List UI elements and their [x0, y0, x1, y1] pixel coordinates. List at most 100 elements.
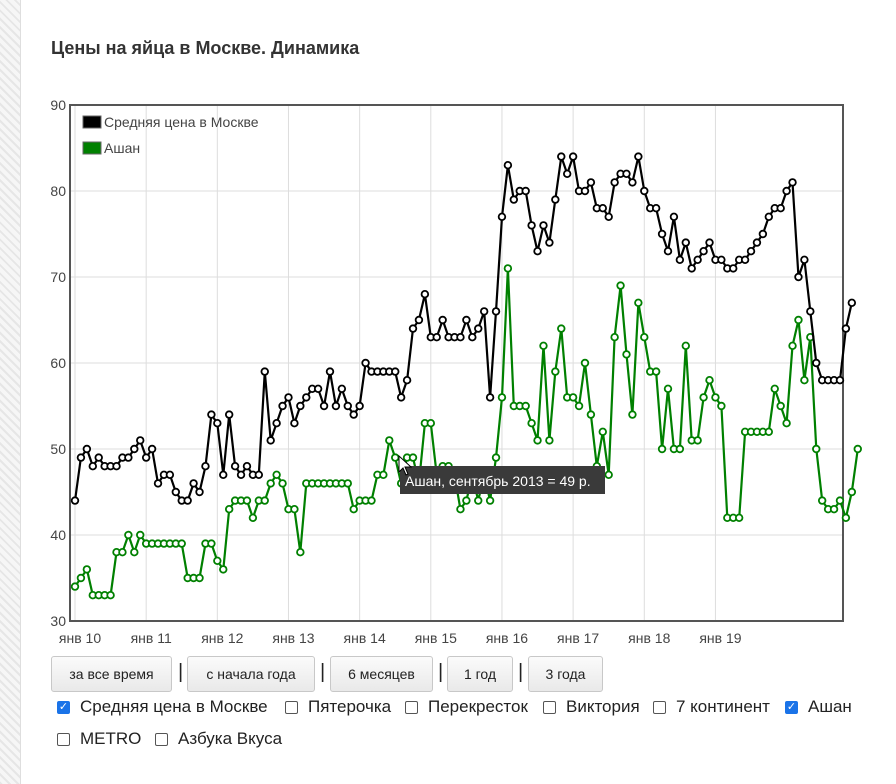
store-toggle-azbuka-vkusa[interactable]: Азбука Вкуса: [155, 729, 282, 749]
data-point: [278, 479, 287, 488]
data-point: [385, 436, 394, 445]
data-point: [681, 341, 690, 350]
data-point: [355, 401, 364, 411]
data-point: [806, 307, 815, 316]
range-button-3-years[interactable]: 3 года: [528, 656, 603, 692]
data-point: [165, 470, 175, 479]
data-point: [497, 212, 507, 221]
data-point: [562, 169, 572, 178]
data-point: [408, 453, 418, 462]
data-point: [224, 505, 234, 514]
range-button-year-to-date[interactable]: с начала года: [187, 656, 315, 692]
data-point: [675, 255, 685, 264]
x-tick-label: янв 17: [557, 630, 599, 646]
store-checkbox[interactable]: [57, 732, 70, 746]
data-point: [491, 307, 501, 316]
range-button-all-time[interactable]: за все время: [51, 656, 172, 692]
data-point: [580, 186, 590, 196]
store-label: Средняя цена в Москве: [80, 697, 268, 716]
data-point: [130, 444, 139, 454]
data-point: [776, 203, 785, 213]
data-point: [568, 152, 578, 161]
data-point: [622, 350, 631, 359]
store-checkbox[interactable]: ✓: [57, 700, 70, 714]
data-point: [841, 513, 851, 522]
data-point: [491, 453, 501, 462]
data-point: [296, 401, 305, 411]
store-toggle-auchan[interactable]: ✓ Ашан: [785, 697, 852, 717]
store-checkbox[interactable]: [405, 700, 418, 714]
store-checkbox[interactable]: [543, 700, 556, 714]
data-point: [468, 333, 477, 342]
data-point: [794, 272, 803, 282]
data-point: [746, 246, 756, 256]
store-checkbox[interactable]: [155, 732, 168, 746]
store-checkbox[interactable]: [653, 700, 666, 714]
data-point: [112, 462, 121, 471]
data-point: [76, 573, 86, 583]
store-toggle-7-kontinent[interactable]: 7 континент: [653, 697, 770, 717]
data-point: [272, 470, 281, 479]
data-point: [94, 453, 103, 462]
data-point: [657, 229, 667, 239]
data-point: [752, 238, 762, 247]
data-point: [521, 401, 530, 411]
data-point: [788, 341, 797, 350]
data-point: [462, 496, 471, 505]
series-0: [70, 152, 857, 505]
data-point: [758, 229, 768, 239]
x-tick-label: янв 19: [699, 630, 741, 646]
data-point: [456, 505, 465, 514]
data-point: [634, 152, 643, 161]
store-checkbox[interactable]: [285, 700, 298, 714]
store-toggle-viktoria[interactable]: Виктория: [543, 697, 640, 717]
data-point: [699, 393, 708, 402]
data-point: [794, 315, 803, 325]
data-point: [817, 496, 827, 505]
data-point: [260, 496, 269, 505]
data-point: [278, 401, 287, 411]
data-point: [266, 479, 275, 488]
store-label: METRO: [80, 729, 142, 748]
data-point: [545, 238, 554, 247]
data-point: [734, 513, 744, 522]
store-toggle-moscow-average[interactable]: ✓ Средняя цена в Москве: [57, 697, 268, 717]
store-checkbox[interactable]: ✓: [785, 700, 798, 714]
data-point: [479, 307, 489, 316]
data-point: [213, 419, 222, 428]
data-point: [325, 367, 335, 376]
data-point: [136, 436, 145, 445]
data-point: [699, 246, 708, 256]
data-point: [764, 212, 774, 221]
store-toggle-perekrestok[interactable]: Перекресток: [405, 697, 528, 717]
data-point: [835, 496, 845, 505]
legend-label: Средняя цена в Москве: [104, 114, 259, 130]
store-toggle-pyaterochka[interactable]: Пятерочка: [285, 697, 391, 717]
data-point: [236, 470, 246, 479]
range-button-1-year[interactable]: 1 год: [447, 656, 513, 692]
data-point: [313, 384, 323, 393]
data-point: [527, 221, 536, 230]
data-point: [485, 496, 495, 505]
data-point: [539, 341, 548, 350]
data-point: [557, 152, 566, 161]
data-point: [616, 281, 625, 290]
range-button-6-months[interactable]: 6 месяцев: [330, 656, 433, 692]
data-point: [260, 367, 269, 376]
mouse-cursor-icon: [398, 454, 413, 476]
data-point: [551, 195, 560, 204]
data-point: [88, 462, 97, 471]
data-point: [788, 178, 797, 187]
data-point: [207, 539, 216, 548]
data-point: [201, 462, 210, 471]
store-label: 7 континент: [676, 697, 770, 716]
data-point: [663, 384, 673, 393]
data-point: [438, 315, 447, 325]
data-point: [663, 246, 673, 256]
store-toggle-metro[interactable]: METRO: [57, 729, 141, 749]
data-point: [527, 419, 536, 428]
data-point: [171, 487, 181, 497]
data-point: [349, 505, 358, 514]
data-point: [290, 505, 299, 514]
data-point: [485, 393, 495, 402]
